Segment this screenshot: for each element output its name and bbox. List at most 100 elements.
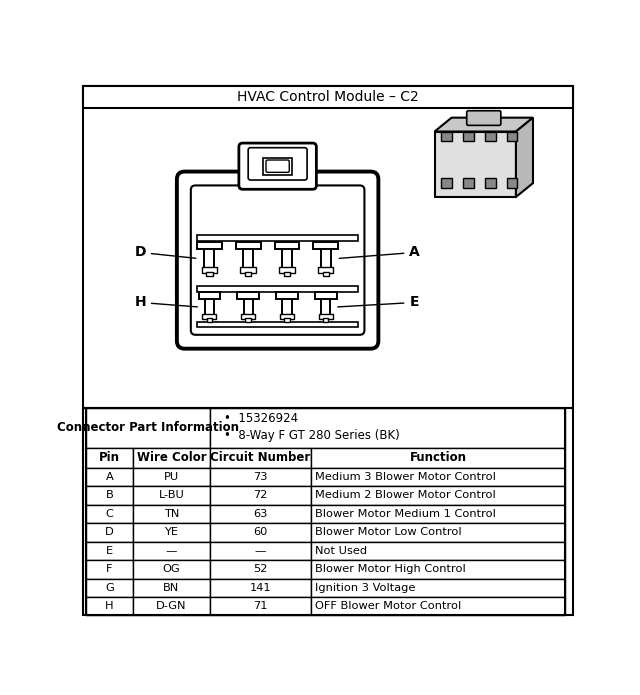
FancyBboxPatch shape [191,186,364,335]
Bar [246,318,251,322]
Bar [86,505,132,523]
Bar [86,560,132,578]
Text: —: — [255,546,266,556]
Bar [204,249,214,268]
Bar [132,448,210,468]
Bar [210,523,311,541]
Bar [210,578,311,597]
Bar [132,541,210,560]
Bar [323,318,328,322]
Bar [311,597,565,616]
Bar [210,448,311,468]
Text: Blower Motor Low Control: Blower Motor Low Control [315,528,461,537]
Bar [243,249,253,268]
Bar [241,314,255,320]
Bar [86,541,132,560]
Text: Wire Color: Wire Color [136,451,206,464]
Bar [275,242,300,249]
Text: C: C [106,509,113,519]
Bar [311,578,565,597]
Text: Connector Part Information: Connector Part Information [57,421,239,434]
Text: 52: 52 [253,564,268,574]
Bar [86,597,132,616]
Bar [321,249,331,268]
Bar [263,158,292,174]
Text: BN: BN [163,582,180,593]
Bar [210,541,311,560]
Bar [484,131,495,141]
Bar [484,179,495,188]
Bar [210,505,311,523]
Bar [318,267,333,273]
Bar [463,131,474,141]
FancyBboxPatch shape [239,143,316,189]
Polygon shape [435,117,533,131]
Bar [244,299,253,316]
Bar [132,560,210,578]
Bar [86,407,210,448]
Bar [282,249,292,268]
Bar [311,486,565,505]
Text: 60: 60 [253,528,268,537]
Bar [83,86,573,108]
Bar [319,314,333,320]
Text: 63: 63 [253,509,268,519]
Bar [507,131,518,141]
Bar [132,486,210,505]
Text: H: H [134,295,197,309]
Bar [132,578,210,597]
FancyBboxPatch shape [177,172,378,349]
Bar [210,597,311,616]
Bar [207,318,212,322]
Bar [237,293,259,299]
Bar [311,505,565,523]
Text: 72: 72 [253,491,268,500]
Text: Blower Motor Medium 1 Control: Blower Motor Medium 1 Control [315,509,496,519]
FancyBboxPatch shape [248,148,307,180]
Text: —: — [166,546,177,556]
Text: 71: 71 [253,601,268,611]
Bar [86,468,132,486]
Polygon shape [516,117,533,197]
Text: H: H [105,601,114,611]
Bar [86,486,132,505]
Text: B: B [106,491,113,500]
FancyBboxPatch shape [266,160,289,172]
Text: E: E [106,546,113,556]
Text: 141: 141 [250,582,271,593]
Bar [198,293,220,299]
Bar [205,299,214,316]
Bar [323,272,329,277]
Text: D: D [134,245,196,259]
Bar [206,272,212,277]
Text: A: A [339,245,420,259]
Text: D: D [105,528,114,537]
Text: •  15326924: • 15326924 [224,412,298,425]
Text: E: E [338,295,419,309]
Bar [280,314,294,320]
Text: Function: Function [410,451,467,464]
Text: TN: TN [164,509,179,519]
Bar [210,468,311,486]
Text: G: G [105,582,114,593]
Bar [311,468,565,486]
Text: L-BU: L-BU [159,491,184,500]
Bar [132,523,210,541]
Bar [197,236,358,241]
Bar [276,293,298,299]
Bar [197,242,222,249]
Bar [321,299,330,316]
Bar [441,179,452,188]
Text: F: F [106,564,113,574]
Bar [245,272,252,277]
Text: Circuit Number: Circuit Number [211,451,310,464]
Bar [284,318,290,322]
Text: D-GN: D-GN [156,601,187,611]
FancyBboxPatch shape [467,111,501,125]
Bar [132,505,210,523]
Text: Not Used: Not Used [315,546,367,556]
Bar [507,179,518,188]
Text: Medium 2 Blower Motor Control: Medium 2 Blower Motor Control [315,491,495,500]
Bar [86,578,132,597]
Bar [279,267,294,273]
